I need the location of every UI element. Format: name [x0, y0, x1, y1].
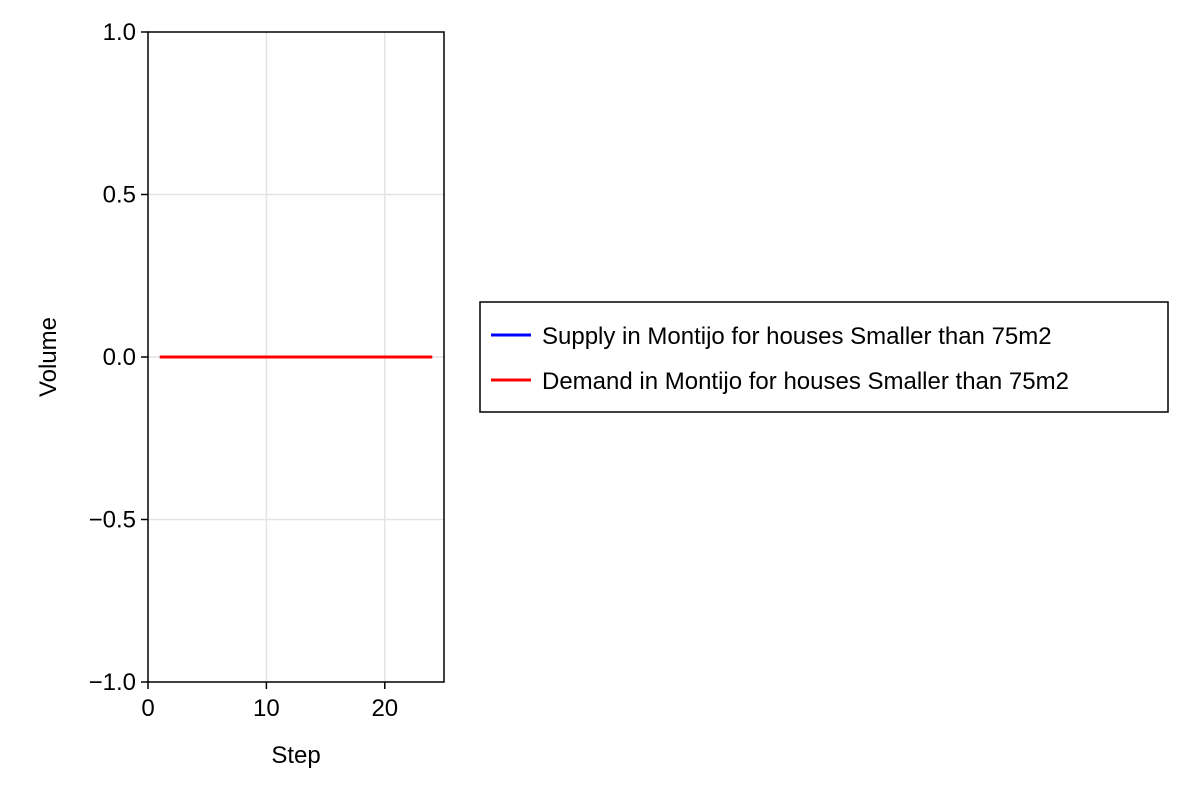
- axis-ticks: 0 10 20 −1.0 −0.5 0.0 0.5 1.0: [89, 19, 399, 722]
- legend: Supply in Montijo for houses Smaller tha…: [479, 301, 1169, 413]
- y-tick-label: −1.0: [89, 669, 136, 696]
- y-tick-label: −0.5: [89, 507, 136, 534]
- x-tick-label: 20: [371, 695, 398, 722]
- legend-box: [479, 301, 1169, 413]
- y-axis-label: Volume: [35, 317, 62, 397]
- x-tick-label: 10: [253, 695, 280, 722]
- y-tick-label: 1.0: [103, 19, 136, 46]
- x-tick-label: 0: [141, 695, 154, 722]
- y-tick-label: 0.5: [103, 182, 136, 209]
- legend-label-demand: Demand in Montijo for houses Smaller tha…: [542, 368, 1069, 395]
- legend-label-supply: Supply in Montijo for houses Smaller tha…: [542, 323, 1052, 350]
- y-tick-label: 0.0: [103, 344, 136, 371]
- x-axis-label: Step: [271, 742, 320, 769]
